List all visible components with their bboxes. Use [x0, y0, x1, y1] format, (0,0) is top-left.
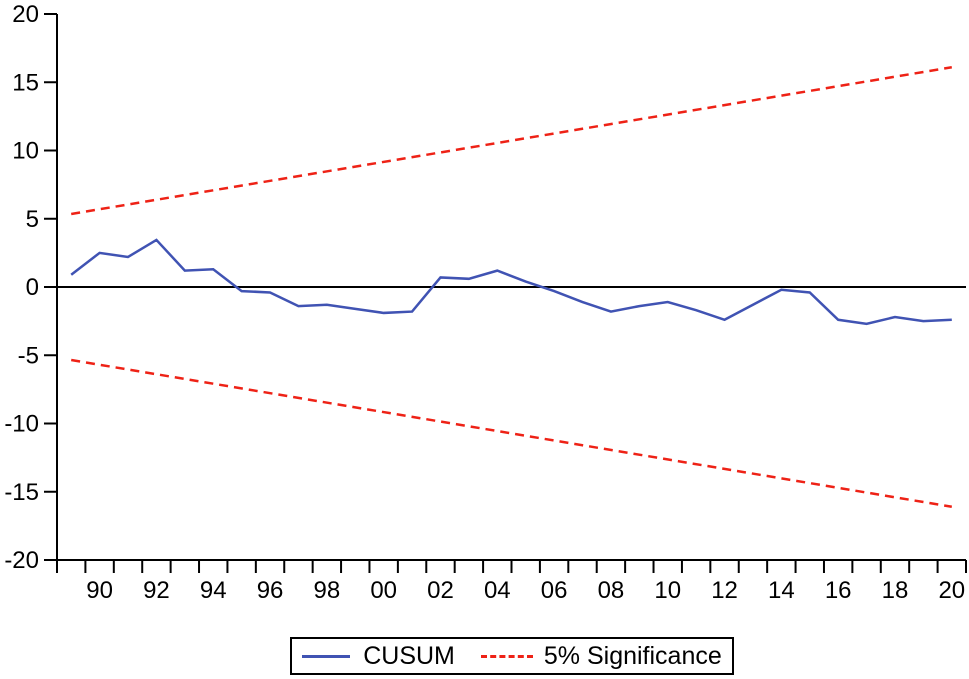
y-axis-tick-label: 20 [12, 1, 39, 28]
significance-upper-line [70, 66, 953, 216]
x-axis-tick-label: 18 [882, 577, 909, 604]
legend-swatch-cusum-line [302, 654, 351, 658]
x-axis-tick-label: 10 [654, 577, 681, 604]
y-axis-tick-label: 0 [26, 274, 39, 301]
x-axis-tick-label: 20 [938, 577, 965, 604]
x-axis-tick-label: 94 [200, 577, 227, 604]
x-axis-tick-label: 92 [143, 577, 170, 604]
legend-label-significance: 5% Significance [543, 641, 722, 670]
x-axis-tick-label: 02 [427, 577, 454, 604]
y-axis-tick-label: 10 [12, 138, 39, 165]
y-axis-tick-label: 15 [12, 69, 39, 96]
x-axis-tick-label: 04 [484, 577, 511, 604]
x-axis-tick-label: 96 [257, 577, 284, 604]
x-axis-tick-label: 08 [598, 577, 625, 604]
y-axis-tick-label: -10 [4, 411, 39, 438]
x-axis-tick-label: 16 [825, 577, 852, 604]
x-axis-tick-label: 00 [370, 577, 397, 604]
y-axis-tick-label: 5 [26, 206, 39, 233]
x-axis-tick-label: 14 [768, 577, 795, 604]
y-axis-tick-label: -5 [18, 342, 39, 369]
x-axis-tick-label: 98 [314, 577, 341, 604]
x-axis-tick-label: 90 [86, 577, 113, 604]
cusum-line [70, 238, 952, 326]
significance-lower-line [70, 358, 953, 508]
y-axis-tick-label: -20 [4, 547, 39, 574]
legend-swatch-significance-line [480, 654, 533, 658]
y-axis-tick-label: -15 [4, 479, 39, 506]
x-axis-tick-label: 06 [541, 577, 568, 604]
x-axis-tick-label: 12 [711, 577, 738, 604]
legend-label-cusum: CUSUM [363, 641, 455, 670]
chart-legend: CUSUM 5% Significance [290, 637, 734, 675]
